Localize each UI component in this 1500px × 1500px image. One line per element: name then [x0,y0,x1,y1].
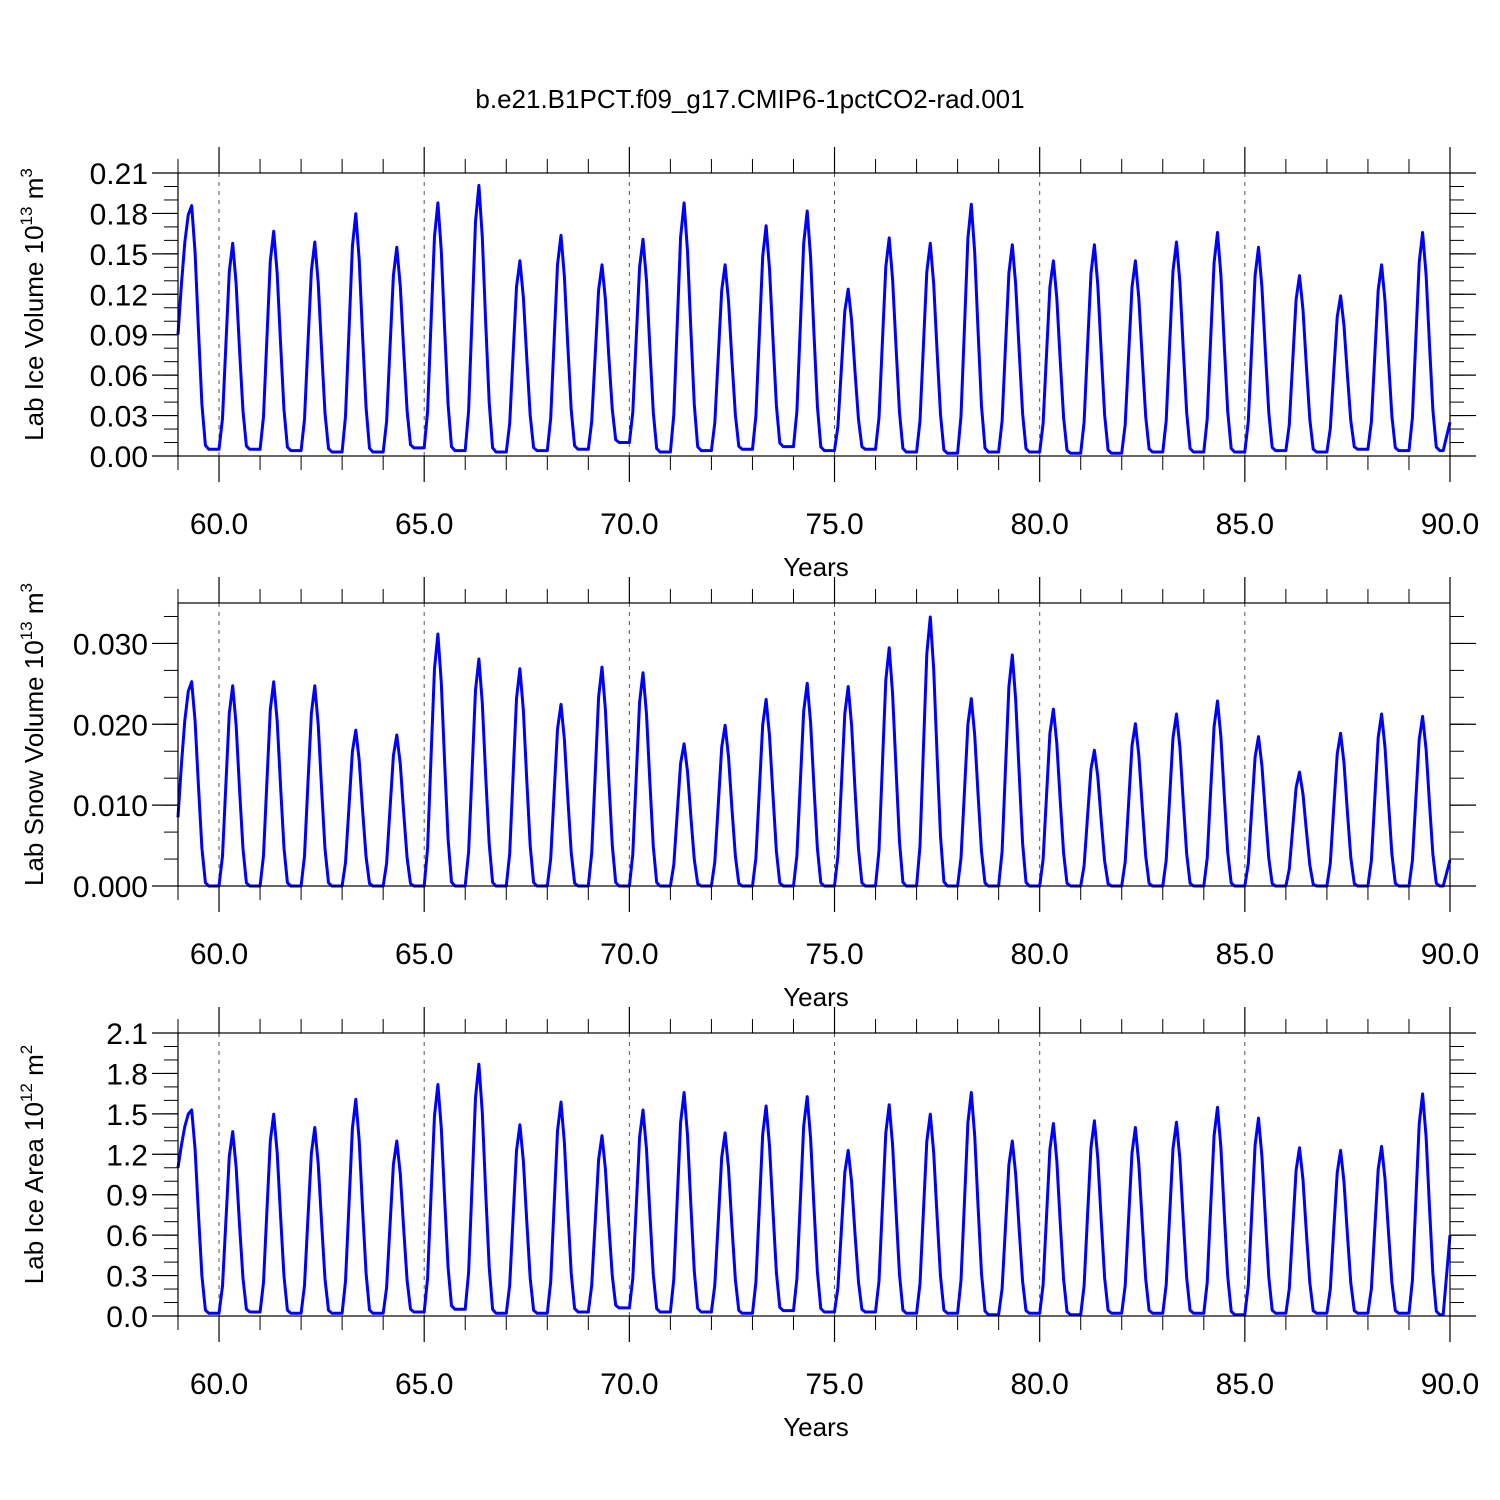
y-tick-label: 0.15 [90,239,148,272]
plot-frame [177,172,1451,457]
x-tick-label: 70.0 [600,938,658,971]
plot-frame [177,602,1451,887]
x-tick-label: 80.0 [1010,508,1068,541]
y-axis-label: Lab Snow Volume 1013 m3 [17,583,49,886]
x-tick-label: 75.0 [805,508,863,541]
panel-3: 0.0 0.3 0.6 0.9 1.2 1.5 1.8 2.1 60.0 65.0 70.0 75.0… [17,1007,1479,1442]
y-tick-label: 0.9 [106,1180,148,1213]
x-tick-label: 60.0 [190,508,248,541]
x-axis-label: Years [783,1412,849,1442]
y-tick-label: 1.8 [106,1058,148,1091]
x-tick-label: 85.0 [1216,938,1274,971]
y-tick-label: 0.000 [73,871,148,904]
x-tick-label: 60.0 [190,938,248,971]
plot-frame [177,1032,1451,1317]
x-tick-label: 80.0 [1010,938,1068,971]
series-line [176,183,1452,455]
x-tick-label: 60.0 [190,1368,248,1401]
y-tick-label: 1.5 [106,1099,148,1132]
x-tick-label: 70.0 [600,508,658,541]
figure-title: b.e21.B1PCT.f09_g17.CMIP6-1pctCO2-rad.00… [475,84,1024,114]
x-axis-label: Years [783,552,849,582]
panel-2: 0.000 0.010 0.020 0.030 60.0 65.0 70.0 75.0 80.0… [17,577,1479,1012]
x-axis-label: Years [783,982,849,1012]
y-tick-label: 0.6 [106,1220,148,1253]
y-tick-label: 0.00 [90,441,148,474]
y-tick-label: 0.020 [73,709,148,742]
y-tick-label: 0.21 [90,158,148,191]
y-tick-label: 0.06 [90,360,148,393]
y-tick-label: 0.09 [90,320,148,353]
x-tick-label: 80.0 [1010,1368,1068,1401]
y-tick-label: 0.12 [90,279,148,312]
x-tick-label: 85.0 [1216,508,1274,541]
x-tick-label: 85.0 [1216,1368,1274,1401]
series-line [176,615,1452,888]
x-tick-label: 65.0 [395,508,453,541]
y-tick-label: 2.1 [106,1018,148,1051]
x-tick-label: 75.0 [805,938,863,971]
x-tick-label: 90.0 [1421,1368,1479,1401]
x-tick-label: 65.0 [395,1368,453,1401]
y-tick-label: 0.030 [73,628,148,661]
y-tick-label: 0.3 [106,1261,148,1294]
x-tick-label: 90.0 [1421,508,1479,541]
x-tick-label: 75.0 [805,1368,863,1401]
y-tick-label: 0.03 [90,401,148,434]
x-tick-label: 70.0 [600,1368,658,1401]
y-axis-label: Lab Ice Area 1012 m2 [17,1045,49,1284]
y-axis-label: Lab Ice Volume 1013 m3 [17,168,49,441]
series-line [176,1062,1452,1317]
y-tick-label: 0.0 [106,1301,148,1334]
y-tick-label: 0.18 [90,198,148,231]
x-tick-label: 65.0 [395,938,453,971]
panel-1: 0.00 0.03 0.06 0.09 0.12 0.15 0.18 0.21 60.0 65.0… [17,147,1479,582]
y-tick-label: 0.010 [73,790,148,823]
x-tick-label: 90.0 [1421,938,1479,971]
y-tick-label: 1.2 [106,1139,148,1172]
